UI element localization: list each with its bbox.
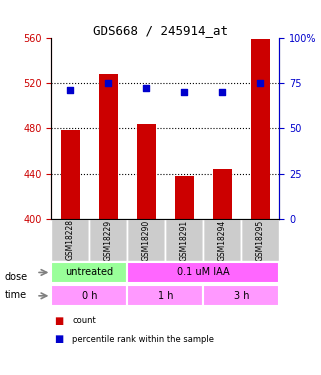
Text: ■: ■ <box>55 316 64 326</box>
Text: 1 h: 1 h <box>158 291 173 301</box>
Text: dose: dose <box>5 272 28 282</box>
FancyBboxPatch shape <box>89 219 127 261</box>
Bar <box>61 129 80 219</box>
Bar <box>213 169 232 219</box>
FancyBboxPatch shape <box>241 219 279 261</box>
Text: GSM18295: GSM18295 <box>256 219 265 261</box>
FancyBboxPatch shape <box>51 219 89 261</box>
Text: GSM18291: GSM18291 <box>180 219 189 261</box>
Text: percentile rank within the sample: percentile rank within the sample <box>72 335 214 344</box>
FancyBboxPatch shape <box>165 219 203 261</box>
FancyBboxPatch shape <box>203 285 279 306</box>
Text: untreated: untreated <box>65 267 113 278</box>
Point <box>182 89 187 95</box>
FancyBboxPatch shape <box>127 285 203 306</box>
Text: GSM18228: GSM18228 <box>66 219 75 261</box>
Text: GSM18290: GSM18290 <box>142 219 151 261</box>
Bar <box>251 39 270 219</box>
FancyBboxPatch shape <box>51 285 127 306</box>
Text: 0 h: 0 h <box>82 291 97 301</box>
Text: 3 h: 3 h <box>234 291 249 301</box>
Text: ■: ■ <box>55 334 64 344</box>
Point <box>106 80 111 86</box>
Text: time: time <box>5 290 27 300</box>
FancyBboxPatch shape <box>51 262 127 283</box>
FancyBboxPatch shape <box>203 219 241 261</box>
Point <box>220 89 225 95</box>
Text: count: count <box>72 316 96 325</box>
Point <box>258 80 263 86</box>
Bar <box>175 176 194 219</box>
Text: GSM18229: GSM18229 <box>104 219 113 261</box>
Point <box>144 86 149 92</box>
FancyBboxPatch shape <box>127 262 279 283</box>
FancyBboxPatch shape <box>127 219 165 261</box>
Text: GDS668 / 245914_at: GDS668 / 245914_at <box>93 24 228 38</box>
Bar <box>99 74 118 219</box>
Text: GSM18294: GSM18294 <box>218 219 227 261</box>
Bar <box>137 124 156 219</box>
Point <box>68 87 73 93</box>
Text: 0.1 uM IAA: 0.1 uM IAA <box>177 267 230 278</box>
